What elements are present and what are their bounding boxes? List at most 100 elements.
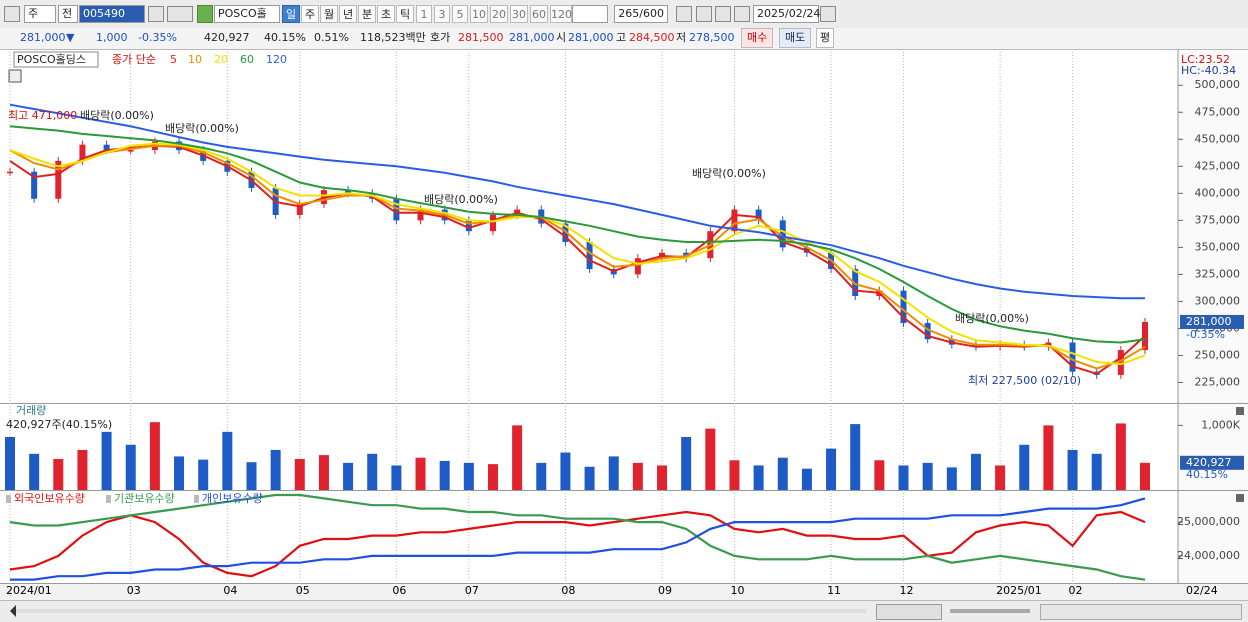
current-pct: 40.15% xyxy=(1186,468,1228,481)
y-tick-label: 1,000K xyxy=(1201,418,1240,431)
avg-button[interactable]: 평 xyxy=(816,28,835,48)
chart-background xyxy=(0,50,1248,600)
interval-button[interactable]: 30 xyxy=(510,5,528,23)
x-tick-label: 07 xyxy=(465,584,479,597)
count-box[interactable]: 265/600 xyxy=(614,5,668,23)
volume-bar xyxy=(608,456,619,490)
bid: 281,000 xyxy=(509,31,555,44)
volume-bar xyxy=(29,453,40,490)
volume-pct: 40.15% xyxy=(264,31,306,44)
volume-bar xyxy=(560,452,571,490)
unit-button[interactable]: 주 xyxy=(301,5,319,23)
x-tick-label: 04 xyxy=(223,584,237,597)
x-tick-label: 05 xyxy=(296,584,310,597)
stock-name: POSCO홀딩스 xyxy=(214,5,280,23)
unit-button[interactable]: 분 xyxy=(358,5,376,23)
y-tick-label: 500,000 xyxy=(1195,78,1241,91)
settings-icon[interactable] xyxy=(734,6,750,22)
annotation: 배당락(0.00%) xyxy=(165,122,239,135)
volume-bar xyxy=(705,428,716,490)
interval-button[interactable]: 120 xyxy=(550,5,572,23)
candle xyxy=(489,214,496,232)
playback-controls[interactable] xyxy=(876,604,942,620)
interval-button[interactable]: 20 xyxy=(490,5,508,23)
annotation: 배당락(0,00%) xyxy=(955,312,1029,325)
legend-item: 10 xyxy=(188,53,202,66)
current-change: -0.35% xyxy=(1186,328,1225,341)
unit-button[interactable]: 초 xyxy=(377,5,395,23)
volume-bar xyxy=(922,462,933,490)
search-icon[interactable] xyxy=(148,6,164,22)
legend-item: 기관보유수량 xyxy=(114,492,175,505)
chart-tools[interactable] xyxy=(1040,604,1242,620)
annotation: 배당락(0.00%) xyxy=(692,167,766,180)
volume-bar xyxy=(898,465,909,490)
candle xyxy=(1117,350,1124,375)
low: 278,500 xyxy=(689,31,735,44)
zoom-slider[interactable] xyxy=(950,609,1030,613)
interval-button[interactable]: 3 xyxy=(434,5,450,23)
candle xyxy=(731,209,738,232)
sell-button[interactable]: 매도 xyxy=(779,28,812,48)
code-input[interactable]: 005490 xyxy=(79,5,145,23)
sound-icon[interactable] xyxy=(167,6,193,22)
interval-button[interactable]: 5 xyxy=(452,5,468,23)
legend-swatch xyxy=(6,495,11,503)
candle xyxy=(924,323,931,340)
buy-button[interactable]: 매수 xyxy=(741,28,774,48)
interval-button[interactable]: 1 xyxy=(416,5,432,23)
low-label: 저 xyxy=(676,31,687,44)
candle xyxy=(7,171,13,174)
y-tick-label: 450,000 xyxy=(1195,132,1241,145)
ask: 281,500 xyxy=(458,31,504,44)
volume-bar xyxy=(174,456,185,490)
panel-close[interactable] xyxy=(1236,494,1244,502)
series-line xyxy=(9,142,1146,366)
series-line xyxy=(9,144,1146,375)
x-tick-label: 08 xyxy=(561,584,575,597)
x-end-label: 02/24 xyxy=(1186,584,1218,597)
interval-button[interactable]: 60 xyxy=(530,5,548,23)
date-input[interactable]: 2025/02/24 xyxy=(753,5,820,23)
calendar-icon[interactable] xyxy=(820,6,836,22)
y-tick-label: 325,000 xyxy=(1195,267,1241,280)
volume-bar xyxy=(294,458,305,490)
candle xyxy=(127,150,134,152)
series-line xyxy=(9,125,1146,344)
panel-close[interactable] xyxy=(1236,407,1244,415)
interval-button[interactable]: 10 xyxy=(470,5,488,23)
interval-input[interactable] xyxy=(572,5,608,23)
scroll-left[interactable] xyxy=(4,605,16,617)
volume-bar xyxy=(125,444,136,490)
candle xyxy=(79,144,86,161)
save-icon[interactable] xyxy=(715,6,731,22)
menu-icon[interactable] xyxy=(4,6,20,22)
volume-bar xyxy=(970,453,981,490)
x-tick-label: 02 xyxy=(1069,584,1083,597)
unit-button[interactable]: 년 xyxy=(339,5,357,23)
unit-button[interactable]: 틱 xyxy=(396,5,414,23)
volume-bar xyxy=(632,462,643,490)
candle xyxy=(1069,342,1076,372)
y-tick-label: 225,000 xyxy=(1195,375,1241,388)
candle xyxy=(755,209,762,221)
volume-bar xyxy=(1115,423,1126,490)
prev-button[interactable]: 전 xyxy=(58,5,78,23)
tool-icon[interactable] xyxy=(696,6,712,22)
current-box xyxy=(1180,455,1244,470)
y-tick-label: 300,000 xyxy=(1195,294,1241,307)
grid-icon[interactable] xyxy=(8,69,22,83)
volume-bar xyxy=(246,462,257,490)
unit-button[interactable]: 월 xyxy=(320,5,338,23)
period-select[interactable]: 주 xyxy=(24,5,56,23)
unit-button[interactable]: 일 xyxy=(282,5,300,23)
volume-bar xyxy=(1140,462,1150,490)
volume-bar xyxy=(850,424,861,490)
x-tick-label: 06 xyxy=(392,584,406,597)
legend-label: 종가 단순 xyxy=(112,53,156,66)
tool-icon[interactable] xyxy=(676,6,692,22)
volume-bar xyxy=(584,466,595,490)
y-tick-label: 350,000 xyxy=(1195,240,1241,253)
